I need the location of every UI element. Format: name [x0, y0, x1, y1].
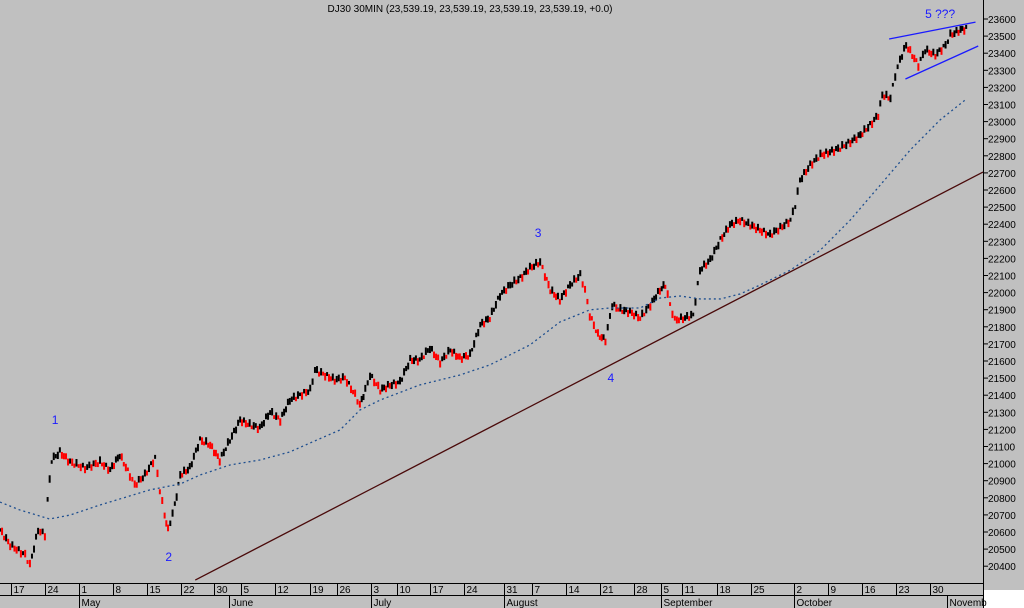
x-tick-label: 30	[933, 585, 945, 596]
x-tick-label: 22	[184, 585, 196, 596]
y-tick-label: 23500	[988, 32, 1016, 43]
y-tick-label: 21200	[988, 425, 1016, 436]
y-tick-label: 22200	[988, 254, 1016, 265]
wave-labels: 1 2 3 4 5 ???	[52, 7, 956, 564]
overlay-lines	[0, 21, 984, 581]
y-tick-label: 22700	[988, 169, 1016, 180]
y-tick-label: 22400	[988, 220, 1016, 231]
x-tick-label: 18	[720, 585, 732, 596]
moving-average-line	[0, 99, 966, 520]
x-tick-label: 17	[433, 585, 445, 596]
month-label: September	[664, 598, 714, 608]
wave-label: 1	[52, 413, 59, 427]
y-tick-label: 23100	[988, 100, 1016, 111]
x-tick-label: 7	[535, 585, 541, 596]
x-tick-label: 25	[754, 585, 766, 596]
x-tick-label: 9	[831, 585, 837, 596]
month-label: June	[232, 598, 254, 608]
wave-label: 5 ???	[925, 7, 955, 21]
y-tick-label: 23200	[988, 83, 1016, 94]
y-tick-label: 20900	[988, 477, 1016, 488]
y-tick-label: 22100	[988, 271, 1016, 282]
y-tick-label: 23300	[988, 66, 1016, 77]
month-label: July	[374, 598, 392, 608]
channel-upper-line	[888, 21, 976, 40]
y-tick-label: 21900	[988, 306, 1016, 317]
x-tick-label: 10	[400, 585, 412, 596]
y-tick-label: 21800	[988, 323, 1016, 334]
y-tick-label: 20700	[988, 511, 1016, 522]
y-axis: 20400 20500 20600 20700 20800 20900 21000 21100…	[983, 0, 1016, 583]
y-tick-label: 22800	[988, 152, 1016, 163]
y-tick-label: 22600	[988, 186, 1016, 197]
x-tick-label: 15	[150, 585, 162, 596]
x-tick-label: 24	[467, 585, 479, 596]
x-tick-label: 3	[374, 585, 380, 596]
y-tick-label: 23400	[988, 49, 1016, 60]
x-tick-label: 17	[14, 585, 26, 596]
x-tick-label: 12	[278, 585, 290, 596]
x-tick-label: 11	[685, 585, 696, 596]
month-label: October	[797, 598, 833, 608]
x-tick-label: 21	[603, 585, 615, 596]
y-tick-label: 21000	[988, 460, 1016, 471]
x-tick-label: 30	[217, 585, 229, 596]
y-tick-label: 22000	[988, 289, 1016, 300]
y-tick-label: 21300	[988, 408, 1016, 419]
y-tick-label: 22900	[988, 135, 1016, 146]
x-tick-label: 26	[340, 585, 352, 596]
x-tick-label: 8	[116, 585, 122, 596]
wave-label: 4	[608, 371, 615, 385]
x-tick-label: 19	[313, 585, 325, 596]
y-tick-label: 20600	[988, 528, 1016, 539]
x-tick-label: 16	[865, 585, 877, 596]
y-tick-label: 20800	[988, 494, 1016, 505]
trendline	[194, 171, 984, 581]
y-tick-label: 22300	[988, 237, 1016, 248]
y-tick-label: 21500	[988, 374, 1016, 385]
y-tick-label: 22500	[988, 203, 1016, 214]
y-tick-label: 21700	[988, 340, 1016, 351]
month-label: August	[507, 598, 538, 608]
x-tick-label: 5	[664, 585, 670, 596]
channel-lower-line	[905, 45, 979, 80]
y-tick-label: 21600	[988, 357, 1016, 368]
month-label: May	[82, 598, 101, 608]
x-tick-label: 5	[244, 585, 250, 596]
x-tick-label: 24	[48, 585, 60, 596]
month-label: Novemb	[950, 598, 988, 608]
y-tick-label: 21100	[988, 442, 1016, 453]
x-tick-label: 1	[82, 585, 88, 596]
price-bars	[0, 24, 968, 568]
x-tick-label: 14	[569, 585, 581, 596]
y-tick-label: 20400	[988, 562, 1016, 573]
y-tick-label: 23000	[988, 118, 1016, 129]
x-tick-label: 28	[637, 585, 649, 596]
x-tick-label: 2	[797, 585, 803, 596]
chart-title: DJ30 30MIN (23,539.19, 23,539.19, 23,539…	[328, 4, 613, 15]
wave-label: 3	[535, 226, 542, 240]
x-tick-label: 31	[507, 585, 519, 596]
corner-blank	[984, 590, 1024, 608]
wave-label: 2	[165, 550, 172, 564]
y-tick-label: 21400	[988, 391, 1016, 402]
x-axis: 17 24 1 8 15 22 30 5 12 19 26 3 10 17 24 31 7 14 21 28 5 11 18…	[0, 583, 1024, 608]
y-tick-label: 23600	[988, 15, 1016, 26]
y-tick-label: 20500	[988, 545, 1016, 556]
x-tick-label: 23	[899, 585, 911, 596]
